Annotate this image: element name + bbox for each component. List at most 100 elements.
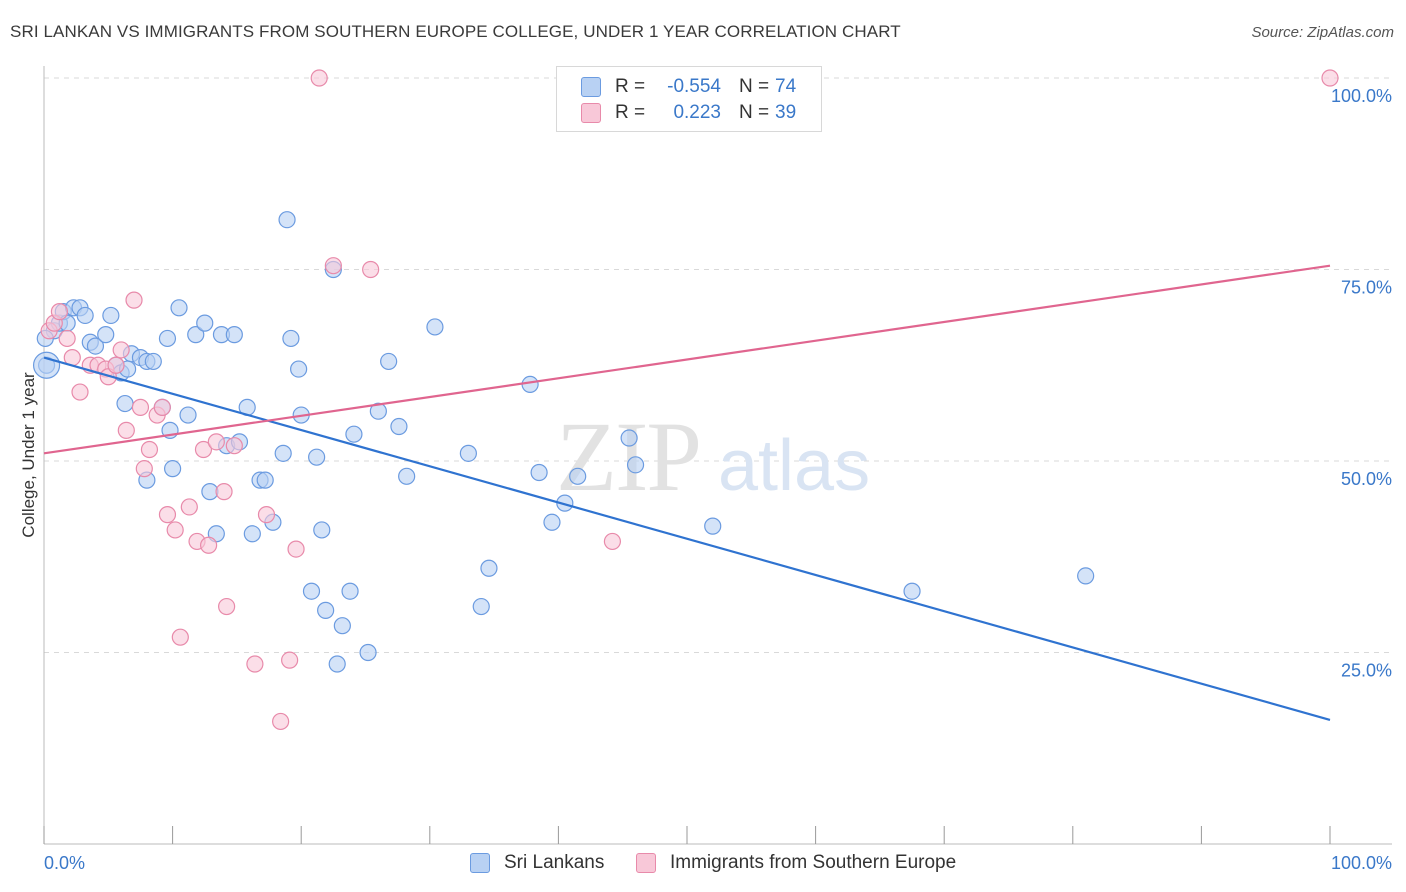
trend-lines [43,264,1331,721]
series-legend-sri-lankans: Sri Lankans [470,852,604,874]
legend-n-label: N = [739,76,770,97]
point-southern-europe [246,655,264,673]
point-sri-lankans [530,463,548,482]
point-sri-lankans [187,326,205,344]
point-southern-europe [171,628,189,646]
point-sri-lankans [256,471,274,489]
watermark-zip: ZIP [556,401,700,512]
point-sri-lankans [359,643,377,662]
point-sri-lankans [521,375,539,393]
x-tick-label-max: 100.0% [1331,853,1392,873]
y-tick-label: 25.0% [1341,661,1392,681]
point-southern-europe [287,540,305,558]
point-southern-europe [71,383,89,401]
point-southern-europe [272,712,290,731]
chart-source: Source: ZipAtlas.com [1251,24,1394,41]
point-sri-lankans [179,406,197,424]
y-tick-label: 50.0% [1341,469,1392,489]
point-sri-lankans [76,306,94,325]
point-sri-lankans [116,394,134,413]
point-sri-lankans [333,617,351,635]
watermark-atlas: atlas [718,426,870,506]
point-sri-lankans [313,521,331,539]
tick-labels: 100.0% 75.0% 50.0% 25.0% 0.0% 100.0% [44,86,1392,873]
point-southern-europe [310,69,328,87]
point-sri-lankans [274,444,292,462]
point-sri-lankans [158,329,177,348]
point-sri-lankans [196,314,214,332]
point-sri-lankans [317,601,335,619]
axes [43,66,1392,845]
point-sri-lankans [308,448,326,466]
point-southern-europe [131,398,150,416]
point-sri-lankans [903,582,921,600]
point-sri-lankans [341,582,359,600]
point-sri-lankans [380,352,398,371]
point-southern-europe [107,356,125,374]
point-southern-europe [58,329,76,348]
point-sri-lankans [398,467,416,485]
point-southern-europe [207,433,225,451]
trend-line-southern-europe [43,264,1331,455]
point-sri-lankans [569,467,587,485]
point-southern-europe [1321,69,1339,87]
point-southern-europe [158,506,177,524]
point-sri-lankans [704,517,722,535]
trend-line-sri-lankans [43,356,1331,721]
point-sri-lankans [86,337,105,355]
point-sri-lankans [1077,567,1095,585]
point-sri-lankans [345,425,363,443]
point-sri-lankans [480,559,498,577]
y-tick-label: 100.0% [1331,86,1392,106]
point-sri-lankans [426,318,444,336]
point-southern-europe [50,303,69,321]
point-sri-lankans [278,211,296,229]
point-southern-europe [125,291,143,309]
point-southern-europe [135,460,153,478]
point-southern-europe [153,398,171,416]
legend-r-label: R = [615,102,646,123]
point-southern-europe [200,536,218,554]
legend-row-sri-lankans: R = -0.554 N = 74 [581,75,796,99]
point-sri-lankans [626,456,645,474]
y-axis-label: College, Under 1 year [19,372,38,538]
legend-n-label: N = [739,102,770,123]
series-legend: Sri Lankans Immigrants from Southern Eur… [0,852,1406,878]
legend-swatch-blue [581,77,601,97]
point-southern-europe [112,341,130,359]
point-sri-lankans [543,513,561,531]
point-southern-europe [257,506,276,524]
point-sri-lankans [290,360,308,378]
point-southern-europe [225,437,243,455]
point-sri-lankans [459,444,477,462]
point-sri-lankans-large [32,351,61,379]
series-swatch-blue [470,853,490,873]
legend-swatch-pink [581,103,601,123]
correlation-legend: R = -0.554 N = 74 R = 0.223 N = 39 [556,66,822,132]
series-legend-southern-europe: Immigrants from Southern Europe [636,852,956,874]
point-sri-lankans [144,352,162,371]
point-southern-europe [281,651,299,669]
point-southern-europe [166,521,184,539]
series-label-southern-europe: Immigrants from Southern Europe [670,852,957,873]
point-southern-europe [218,597,236,616]
x-tick-label-min: 0.0% [44,853,85,873]
point-sri-lankans [328,655,346,673]
point-sri-lankans [390,417,408,436]
point-sri-lankans [243,525,261,543]
legend-r-label: R = [615,76,646,97]
point-sri-lankans [170,299,188,317]
legend-r-value: -0.554 [667,76,721,97]
point-southern-europe [117,421,135,439]
grid-lines [44,77,1392,653]
series-label-sri-lankans: Sri Lankans [504,852,605,873]
point-southern-europe [194,440,213,459]
watermark: ZIP atlas [556,401,870,512]
point-sri-lankans [620,429,638,447]
y-tick-label: 75.0% [1341,278,1392,298]
series-swatch-pink [636,853,656,873]
legend-n-value: 74 [775,76,797,97]
point-southern-europe [324,257,342,275]
point-sri-lankans [302,582,321,600]
